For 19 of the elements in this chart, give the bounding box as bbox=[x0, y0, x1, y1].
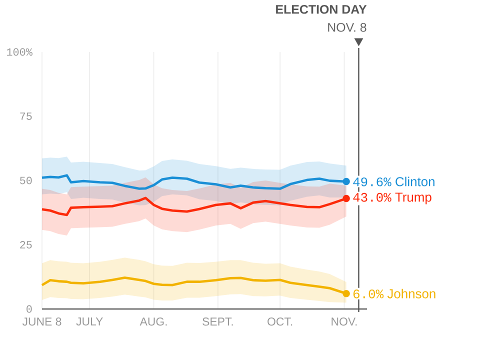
data-label: 43.0% bbox=[353, 192, 392, 202]
x-tick-label: AUG. bbox=[140, 318, 167, 326]
data-label: 6.0% bbox=[353, 290, 384, 298]
text: NOV. 8 bbox=[328, 22, 366, 32]
y-tick-label: 50 bbox=[20, 176, 32, 184]
x-tick-label: OCT. bbox=[268, 318, 292, 326]
x-tick-label: JULY bbox=[76, 318, 103, 326]
y-tick-label: 0 bbox=[26, 305, 32, 313]
x-tick-label: JUNE 8 bbox=[22, 318, 62, 326]
x-tick-label: NOV. bbox=[332, 318, 357, 326]
ref-line-label: ELECTION DAY bbox=[276, 4, 367, 14]
data-label: 49.6% bbox=[353, 177, 392, 186]
x-tick-label: SEPT. bbox=[202, 318, 233, 326]
y-tick-label: 75 bbox=[20, 112, 32, 120]
text: Clinton bbox=[396, 176, 434, 186]
y-tick-label: 25 bbox=[20, 241, 32, 248]
text: Trump bbox=[395, 192, 432, 204]
text: Johnson bbox=[387, 288, 436, 298]
y-tick-label: 100% bbox=[6, 48, 32, 56]
